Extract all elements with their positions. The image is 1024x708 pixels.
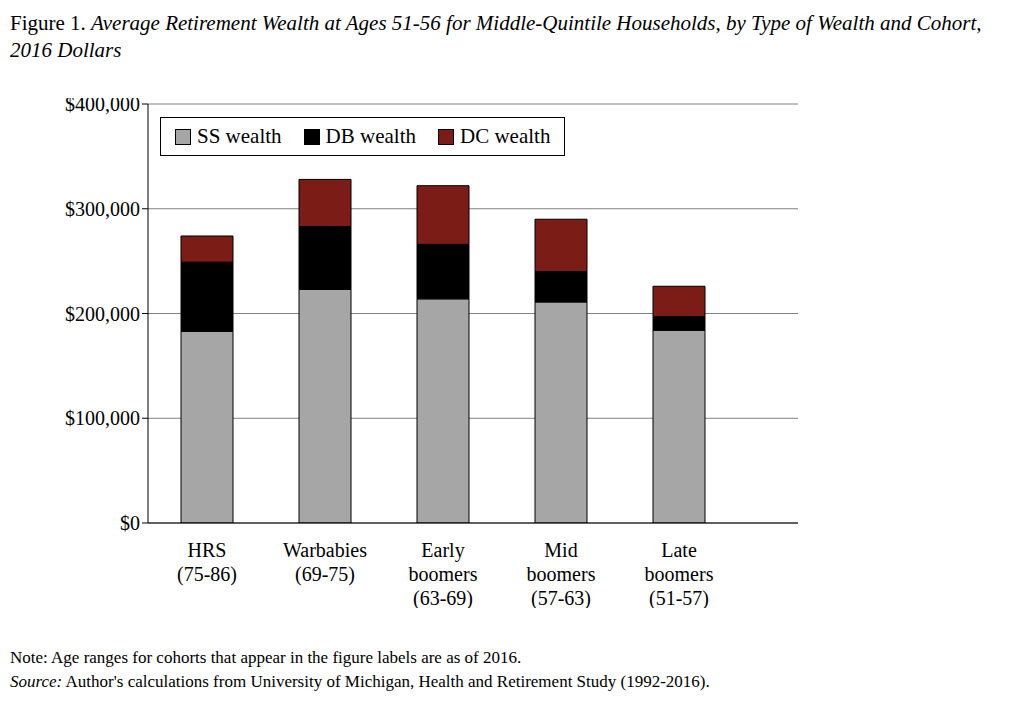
html-text:Figure 1. Average Retirement W: Figure 1. Average Retirement Wealth at A… <box>10 11 982 62</box>
svg-text:$0: $0 <box>120 512 140 534</box>
svg-text:Earlyboomers(63-69): Earlyboomers(63-69) <box>409 539 478 608</box>
html-text:Source: Author's calculations: Source: Author's calculations from Unive… <box>10 672 710 691</box>
svg-text:$400,000: $400,000 <box>65 98 140 115</box>
svg-text:Midboomers(57-63): Midboomers(57-63) <box>527 539 596 608</box>
svg-text:$100,000: $100,000 <box>65 407 140 429</box>
svg-text:Lateboomers(51-57): Lateboomers(51-57) <box>645 539 714 608</box>
html-text:SS wealth: SS wealth <box>197 124 282 148</box>
html-text:DC wealth: DC wealth <box>460 124 551 148</box>
svg-text:$300,000: $300,000 <box>65 198 140 220</box>
svg-text:$200,000: $200,000 <box>65 303 140 325</box>
svg-text:HRS(75-86): HRS(75-86) <box>177 539 237 586</box>
svg-text:Warbabies(69-75): Warbabies(69-75) <box>283 539 367 586</box>
html-text:DB wealth: DB wealth <box>325 124 416 148</box>
html-text:Note: Age ranges for cohorts t: Note: Age ranges for cohorts that appear… <box>10 648 522 667</box>
